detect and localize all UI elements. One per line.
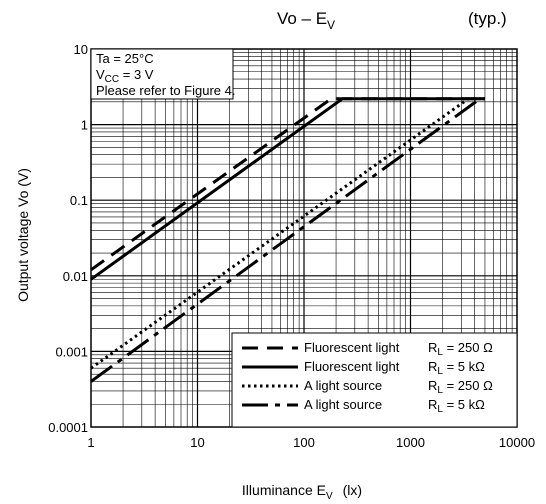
x-tick-label: 100 bbox=[293, 435, 315, 450]
x-tick-label: 1000 bbox=[396, 435, 425, 450]
y-tick-label: 0.01 bbox=[63, 269, 88, 284]
x-tick-label: 10 bbox=[190, 435, 204, 450]
y-tick-label: 0.0001 bbox=[48, 420, 88, 435]
condition-note: Please refer to Figure 4. bbox=[96, 83, 235, 98]
y-tick-label: 1 bbox=[81, 118, 88, 133]
x-tick-label: 1 bbox=[87, 435, 94, 450]
y-tick-label: 0.1 bbox=[70, 193, 88, 208]
series-line-2 bbox=[90, 97, 485, 281]
legend-rl-4: RL = 5 kΩ bbox=[428, 397, 485, 415]
x-axis-label: Illuminance EV (lx) bbox=[242, 482, 362, 502]
conditions-box: Ta = 25°C VCC = 3 V Please refer to Figu… bbox=[90, 48, 235, 100]
x-tick-label: 10000 bbox=[499, 435, 535, 450]
legend-label-1: Fluorescent light bbox=[304, 340, 400, 355]
condition-ta: Ta = 25°C bbox=[96, 51, 154, 66]
x-axis-label-sub: V bbox=[326, 491, 333, 502]
legend-rl-2: RL = 5 kΩ bbox=[428, 359, 485, 377]
legend-rl-3: RL = 250 Ω bbox=[428, 378, 493, 396]
y-axis-label: Output voltage Vo (V) bbox=[15, 168, 31, 302]
legend-label-2: Fluorescent light bbox=[304, 359, 400, 374]
series-line-3 bbox=[90, 97, 485, 370]
legend-label-3: A light source bbox=[304, 378, 382, 393]
chart-title: Vo – EV bbox=[277, 9, 335, 32]
y-tick-label: 10 bbox=[74, 42, 88, 57]
series-line-4 bbox=[90, 97, 485, 383]
series-layer bbox=[90, 97, 485, 383]
condition-vcc-rest: = 3 V bbox=[119, 67, 154, 82]
legend-rl-1: RL = 250 Ω bbox=[428, 340, 493, 358]
y-tick-label: 0.001 bbox=[55, 344, 88, 359]
condition-vcc: VCC = 3 V bbox=[96, 67, 154, 85]
chart-title-note: (typ.) bbox=[468, 9, 507, 28]
legend-label-4: A light source bbox=[304, 397, 382, 412]
condition-vcc-sub: CC bbox=[105, 74, 119, 85]
legend: Fluorescent light RL = 250 Ω Fluorescent l… bbox=[231, 332, 518, 428]
x-axis-label-unit: (lx) bbox=[343, 482, 362, 498]
chart-title-sub: V bbox=[327, 18, 335, 32]
x-axis-label-main: Illuminance E bbox=[242, 482, 326, 498]
condition-vcc-main: V bbox=[96, 67, 105, 82]
tick-labels: 1 10 100 1000 10000 10 1 0.1 0.01 0.001 0.0001 bbox=[48, 42, 535, 450]
chart-title-main: Vo – E bbox=[277, 9, 327, 28]
